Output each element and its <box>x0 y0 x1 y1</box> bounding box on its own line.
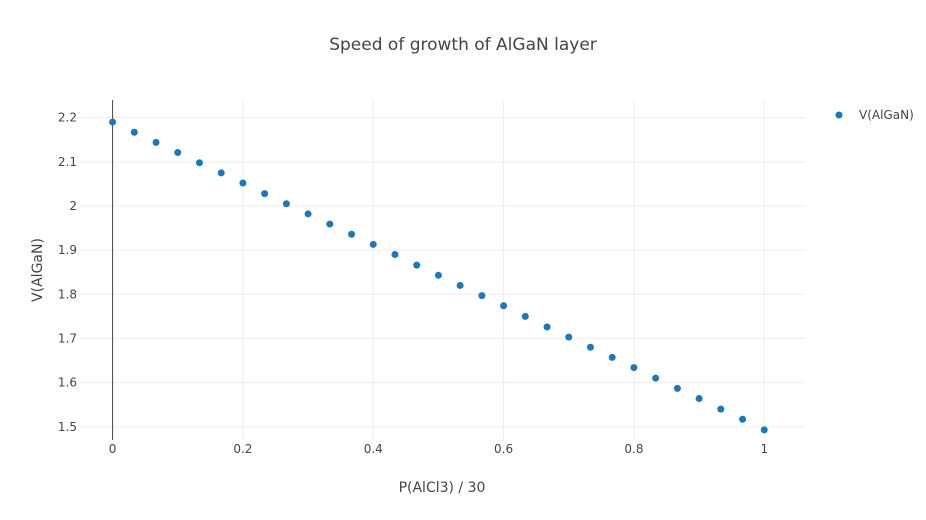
data-point <box>500 302 508 310</box>
data-point <box>456 281 464 289</box>
data-point <box>152 138 160 146</box>
data-point <box>413 261 421 269</box>
x-tick-label: 0 <box>109 442 117 456</box>
data-point <box>391 251 399 259</box>
data-point <box>608 353 616 361</box>
x-tick-label: 0.2 <box>233 442 252 456</box>
data-point <box>174 149 182 157</box>
data-point <box>348 230 356 238</box>
axes: 0 0.2 0.4 0.6 0.8 1 1.5 1.6 1.7 1.8 1.9 2 2.1 2.2 <box>58 100 768 456</box>
data-point <box>217 169 225 177</box>
legend-label: V(AlGaN) <box>859 108 914 122</box>
x-tick-label: 0.8 <box>624 442 643 456</box>
data-point <box>739 415 747 423</box>
data-points <box>109 118 768 434</box>
data-point <box>109 118 117 126</box>
data-point <box>565 333 573 341</box>
data-point <box>195 159 203 167</box>
data-point <box>521 312 529 320</box>
y-tick-label: 1.9 <box>58 243 77 257</box>
data-point <box>543 323 551 331</box>
data-point <box>326 220 334 228</box>
x-tick-label: 0.6 <box>494 442 513 456</box>
y-tick-label: 1.6 <box>58 376 77 390</box>
x-tick-label: 1 <box>760 442 768 456</box>
data-point <box>695 394 703 402</box>
data-point <box>652 374 660 382</box>
y-tick-label: 2.2 <box>58 111 77 125</box>
legend: V(AlGaN) <box>835 108 914 122</box>
data-point <box>130 128 138 136</box>
y-tick-label: 2 <box>69 199 77 213</box>
y-tick-label: 1.8 <box>58 287 77 301</box>
y-tick-label: 2.1 <box>58 155 77 169</box>
x-tick-label: 0.4 <box>364 442 383 456</box>
data-point <box>760 426 768 434</box>
y-tick-label: 1.7 <box>58 331 77 345</box>
data-point <box>673 384 681 392</box>
data-point <box>434 271 442 279</box>
chart-title: Speed of growth of AlGaN layer <box>329 35 597 55</box>
data-point <box>369 240 377 248</box>
data-point <box>630 364 638 372</box>
data-point <box>586 343 594 351</box>
data-point <box>261 190 269 198</box>
y-axis-title: V(AlGaN) <box>30 238 46 302</box>
data-point <box>304 210 312 218</box>
data-point <box>717 405 725 413</box>
data-point <box>239 179 247 187</box>
x-axis-title: P(AlCl3) / 30 <box>399 480 486 496</box>
y-tick-label: 1.5 <box>58 420 77 434</box>
legend-marker-icon <box>835 111 843 119</box>
data-point <box>478 292 486 300</box>
data-point <box>282 200 290 208</box>
